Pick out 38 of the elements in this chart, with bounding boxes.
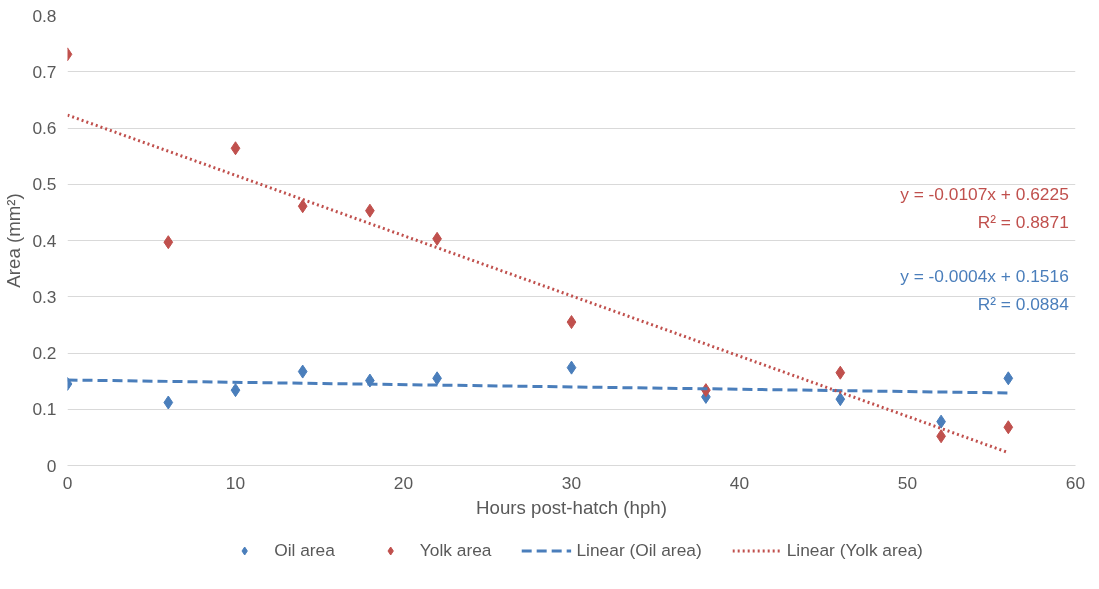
x-tick-label: 0 <box>62 472 73 493</box>
point <box>1003 420 1014 435</box>
annotation: R² = 0.0884 <box>977 293 1070 314</box>
point <box>297 364 308 379</box>
legend-label: Oil area <box>274 539 335 561</box>
y-tick-label: 0.5 <box>32 174 57 195</box>
point <box>297 199 308 214</box>
x-tick-label: 40 <box>729 472 750 493</box>
point <box>835 392 846 407</box>
point <box>163 395 174 410</box>
legend-label: Yolk area <box>419 539 492 561</box>
x-tick-label: 10 <box>225 472 246 493</box>
y-tick-label: 0.8 <box>32 5 57 26</box>
annotation: y = -0.0004x + 0.1516 <box>900 265 1069 286</box>
y-tick-label: 0.4 <box>32 230 57 251</box>
x-tick-label: 50 <box>897 472 918 493</box>
y-tick-label: 0 <box>46 455 57 476</box>
y-tick-label: 0.2 <box>32 343 57 363</box>
point <box>566 315 577 330</box>
point <box>163 235 174 250</box>
annotation: y = -0.0107x + 0.6225 <box>900 183 1069 204</box>
x-axis-title: Hours post-hatch (hph) <box>476 496 667 518</box>
point <box>230 383 241 398</box>
x-tick-label: 60 <box>1065 472 1086 493</box>
y-tick-label: 0.6 <box>32 118 57 138</box>
y-tick-label: 0.1 <box>32 399 57 420</box>
x-tick-label: 30 <box>561 472 582 493</box>
y-tick-label: 0.3 <box>32 286 57 307</box>
legend-label: Linear (Oil area) <box>576 539 702 561</box>
x-tick-label: 20 <box>393 472 414 493</box>
point <box>1003 371 1014 386</box>
y-tick-label: 0.7 <box>32 61 57 82</box>
annotation: R² = 0.8871 <box>977 212 1069 233</box>
legend-label: Linear (Yolk area) <box>786 539 923 561</box>
point <box>230 141 241 156</box>
point <box>566 360 577 375</box>
y-axis-title: Area (mm²) <box>3 193 25 288</box>
point <box>835 365 846 380</box>
